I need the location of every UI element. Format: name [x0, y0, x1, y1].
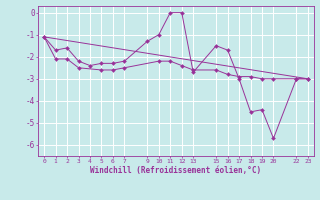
- X-axis label: Windchill (Refroidissement éolien,°C): Windchill (Refroidissement éolien,°C): [91, 166, 261, 175]
